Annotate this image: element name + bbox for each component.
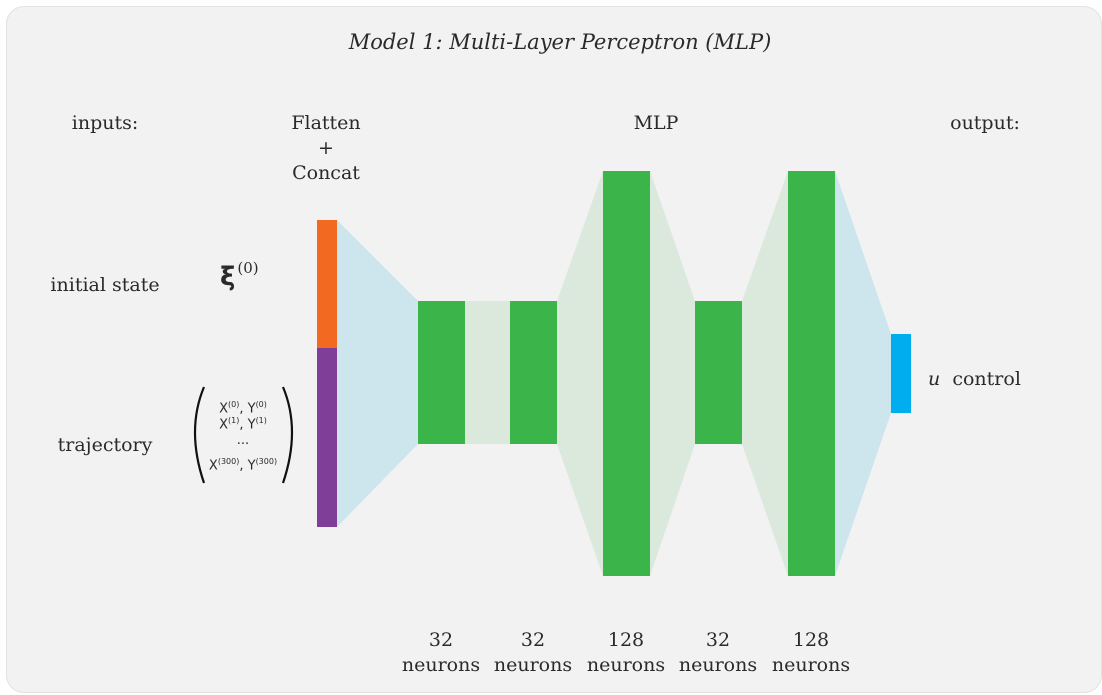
inputs-header: inputs: [71,112,139,134]
initial-state-label: initial state [50,274,160,296]
connection-layer2-to-layer3 [557,171,603,576]
layer-1-block [418,301,465,444]
layer-4-count: 32 [705,629,731,651]
flatten-header-line3: Concat [292,162,360,184]
connection-layer3-to-layer4 [650,171,695,576]
flatten-header-line2: + [318,137,334,159]
layer-2-count: 32 [520,629,546,651]
connection-input-to-layer1 [337,220,418,527]
output-bar [891,334,911,413]
trajectory-row-300: X(300), Y(300) [208,457,278,474]
connection-layer1-to-layer2 [465,301,510,444]
connection-layer4-to-layer5 [742,171,788,576]
layer-4-unit: neurons [678,654,758,676]
initial-state-symbol: ξ (0) [220,259,259,292]
left-parenthesis [193,386,206,484]
layer-5-unit: neurons [771,654,851,676]
mlp-header: MLP [633,112,679,134]
layer-3-count: 128 [607,629,645,651]
flatten-header-line1: Flatten [291,112,361,134]
layer-2-block [510,301,557,444]
trajectory-label: trajectory [57,434,153,456]
initial-state-input-bar [317,220,337,348]
layer-3-unit: neurons [586,654,666,676]
layer-5-block [788,171,835,576]
layer-4-block [695,301,742,444]
trajectory-row-dots: ... [236,433,250,448]
connection-layer5-to-output [835,171,891,576]
output-header: output: [950,112,1020,134]
output-symbol: u [928,368,941,390]
layer-1-unit: neurons [401,654,481,676]
layer-1-count: 32 [428,629,454,651]
trajectory-row-0: X(0), Y(0) [219,400,267,417]
layer-2-unit: neurons [493,654,573,676]
layer-5-count: 128 [792,629,830,651]
output-label: u control [928,368,1021,391]
right-parenthesis [281,386,294,484]
trajectory-row-1: X(1), Y(1) [219,416,267,433]
diagram-title: Model 1: Multi-Layer Perceptron (MLP) [348,30,772,54]
layer-3-block [603,171,650,576]
trajectory-input-bar [317,348,337,527]
output-control-text: control [952,368,1021,390]
